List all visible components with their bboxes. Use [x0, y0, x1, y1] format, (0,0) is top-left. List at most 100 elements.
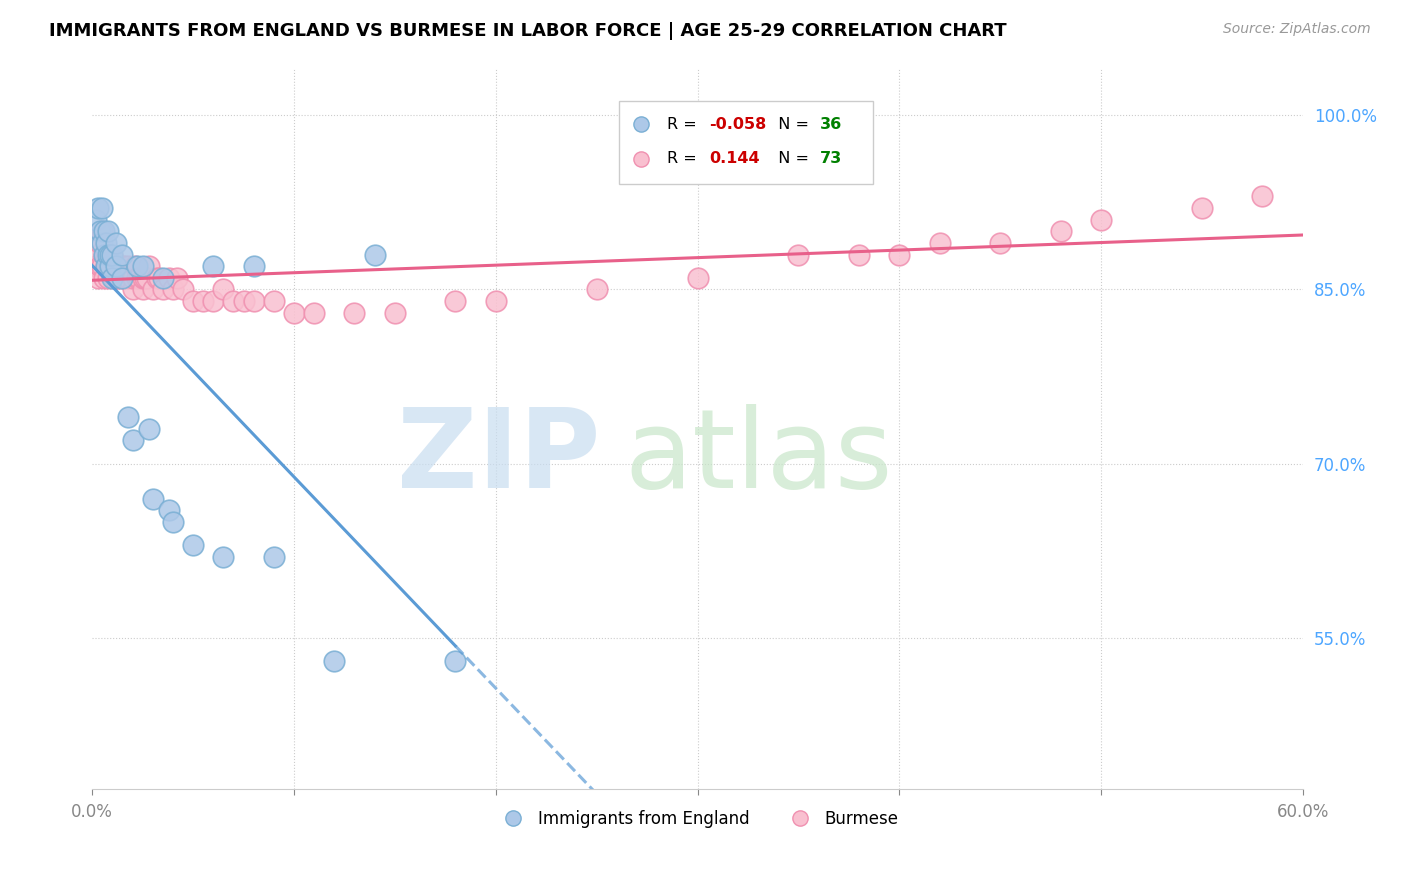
Point — [166, 270, 188, 285]
Point — [98, 259, 121, 273]
Point — [787, 247, 810, 261]
Point — [135, 270, 157, 285]
Point — [128, 270, 150, 285]
Point — [117, 270, 139, 285]
Point — [363, 247, 385, 261]
Point — [263, 549, 285, 564]
Point — [97, 224, 120, 238]
Point — [105, 259, 128, 273]
Point — [384, 305, 406, 319]
Point — [97, 247, 120, 261]
Point — [111, 247, 134, 261]
Point — [96, 235, 118, 250]
Point — [97, 270, 120, 285]
Point — [283, 305, 305, 319]
Point — [101, 270, 124, 285]
Point — [101, 247, 124, 261]
Point — [110, 259, 132, 273]
Point — [121, 282, 143, 296]
Point — [98, 259, 121, 273]
Point — [162, 282, 184, 296]
Point — [202, 293, 225, 308]
Point — [91, 259, 114, 273]
Point — [263, 293, 285, 308]
Point — [103, 270, 125, 285]
Point — [111, 270, 134, 285]
Point — [485, 293, 508, 308]
Point — [114, 259, 136, 273]
Point — [93, 247, 115, 261]
Text: R =: R = — [668, 151, 707, 166]
Point — [131, 259, 153, 273]
Point — [93, 247, 115, 261]
Point — [107, 259, 129, 273]
Point — [191, 293, 214, 308]
Point — [91, 201, 114, 215]
Text: -0.058: -0.058 — [710, 117, 766, 131]
Point — [302, 305, 325, 319]
Point — [1049, 224, 1071, 238]
Text: ZIP: ZIP — [398, 404, 600, 511]
Point — [152, 282, 174, 296]
Point — [928, 235, 950, 250]
Text: R =: R = — [668, 117, 702, 131]
Point — [111, 259, 134, 273]
Point — [117, 410, 139, 425]
Point — [121, 270, 143, 285]
Point — [212, 282, 235, 296]
Point — [103, 259, 125, 273]
Point — [848, 247, 870, 261]
Text: 73: 73 — [820, 151, 842, 166]
Point — [97, 259, 120, 273]
Point — [87, 247, 110, 261]
Point — [152, 270, 174, 285]
Point — [105, 259, 128, 273]
Point — [181, 538, 204, 552]
Point — [87, 270, 110, 285]
Point — [995, 197, 1018, 211]
Point — [105, 235, 128, 250]
Point — [101, 247, 124, 261]
Point — [89, 224, 111, 238]
Point — [343, 305, 366, 319]
Point — [142, 491, 165, 506]
Point — [242, 293, 264, 308]
Text: Source: ZipAtlas.com: Source: ZipAtlas.com — [1223, 22, 1371, 37]
Point — [96, 247, 118, 261]
Point — [995, 253, 1018, 268]
Point — [138, 422, 160, 436]
Point — [134, 270, 156, 285]
Point — [585, 282, 607, 296]
Text: 36: 36 — [820, 117, 842, 131]
Point — [157, 270, 180, 285]
Point — [444, 293, 467, 308]
Point — [323, 654, 346, 668]
Point — [91, 224, 114, 238]
Point — [84, 259, 107, 273]
Point — [212, 549, 235, 564]
Point — [121, 434, 143, 448]
Point — [157, 503, 180, 517]
Point — [107, 270, 129, 285]
Text: atlas: atlas — [624, 404, 893, 511]
Point — [202, 259, 225, 273]
Point — [181, 293, 204, 308]
Point — [125, 270, 148, 285]
Text: 0.144: 0.144 — [710, 151, 761, 166]
Point — [1251, 189, 1274, 203]
Point — [93, 270, 115, 285]
Point — [98, 247, 121, 261]
Point — [889, 247, 911, 261]
Text: N =: N = — [768, 117, 814, 131]
Point — [148, 270, 170, 285]
Point — [138, 259, 160, 273]
Point — [91, 235, 114, 250]
Point — [686, 270, 709, 285]
Point — [988, 235, 1011, 250]
Text: N =: N = — [768, 151, 814, 166]
Text: IMMIGRANTS FROM ENGLAND VS BURMESE IN LABOR FORCE | AGE 25-29 CORRELATION CHART: IMMIGRANTS FROM ENGLAND VS BURMESE IN LA… — [49, 22, 1007, 40]
Point — [222, 293, 245, 308]
Point — [162, 515, 184, 529]
Point — [131, 282, 153, 296]
Point — [101, 259, 124, 273]
